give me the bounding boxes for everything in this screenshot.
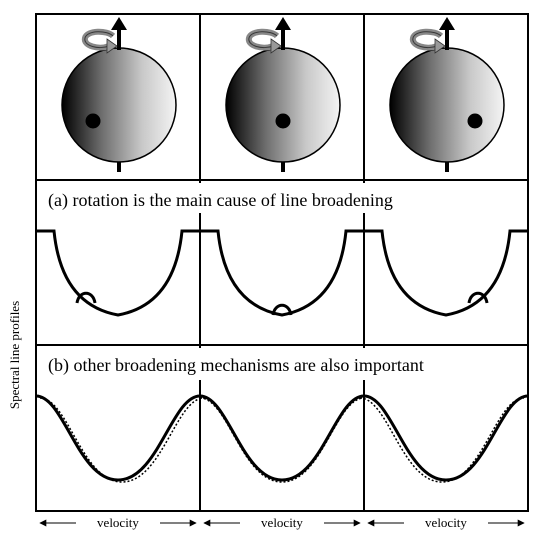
velocity-axis: velocity xyxy=(367,515,525,530)
profile-a-center xyxy=(200,229,364,317)
velocity-axis-row: velocity velocity velocity xyxy=(39,515,525,530)
spot-bump xyxy=(467,291,489,304)
axis-arrowhead-icon xyxy=(439,17,455,30)
spot-bump xyxy=(75,291,97,304)
rotation-arrowhead-icon xyxy=(434,38,446,54)
line-profile xyxy=(363,394,529,482)
reference-profile xyxy=(199,397,365,483)
caption-a: (a) rotation is the main cause of line b… xyxy=(48,190,393,211)
starspot-icon xyxy=(467,113,483,129)
star-disk xyxy=(61,47,177,163)
rotation-arrowhead-icon xyxy=(106,38,118,54)
star-disk xyxy=(389,47,505,163)
line-profile xyxy=(200,229,364,317)
profile-b-center xyxy=(199,394,365,483)
profile-b-right xyxy=(359,394,529,483)
velocity-label: velocity xyxy=(261,515,303,530)
spot-bump xyxy=(271,303,293,316)
velocity-axis: velocity xyxy=(39,515,197,530)
profile-row-b xyxy=(35,394,529,483)
y-axis-label: Spectral line profiles xyxy=(7,301,22,409)
profile-a-left xyxy=(36,229,200,317)
axis-arrowhead-icon xyxy=(111,17,127,30)
profile-a-right xyxy=(364,229,528,317)
star-center xyxy=(225,17,341,172)
star-right xyxy=(389,17,505,172)
profile-row-a xyxy=(36,229,528,317)
starspot-icon xyxy=(85,113,101,129)
line-profile xyxy=(35,394,201,482)
rotation-arrowhead-icon xyxy=(270,38,282,54)
velocity-label: velocity xyxy=(425,515,467,530)
panel-grid xyxy=(35,13,529,512)
line-profile xyxy=(364,229,528,317)
caption-b: (b) other broadening mechanisms are also… xyxy=(48,355,424,376)
line-profile xyxy=(199,394,365,482)
starspot-icon xyxy=(275,113,291,129)
star-row xyxy=(61,17,505,172)
profile-b-left xyxy=(35,394,205,483)
reference-profile xyxy=(200,230,364,316)
reference-profile xyxy=(36,230,200,316)
axis-arrowhead-icon xyxy=(275,17,291,30)
reference-profile xyxy=(39,397,205,483)
velocity-axis: velocity xyxy=(203,515,361,530)
reference-profile xyxy=(364,230,528,316)
line-profile xyxy=(36,229,200,317)
reference-profile xyxy=(359,397,525,483)
star-disk xyxy=(225,47,341,163)
star-left xyxy=(61,17,177,172)
velocity-label: velocity xyxy=(97,515,139,530)
